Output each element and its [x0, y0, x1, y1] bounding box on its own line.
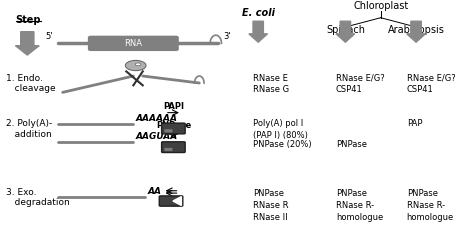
FancyArrow shape	[407, 21, 425, 42]
Text: AA: AA	[147, 187, 162, 196]
FancyBboxPatch shape	[89, 36, 178, 50]
Text: 5': 5'	[46, 32, 53, 41]
Text: 2. Poly(A)-
   addition: 2. Poly(A)- addition	[6, 119, 52, 139]
Text: E. coli: E. coli	[242, 8, 275, 18]
FancyBboxPatch shape	[164, 148, 173, 151]
Text: PAPI: PAPI	[163, 102, 184, 111]
Text: PNPase: PNPase	[336, 140, 367, 149]
Text: 3. Exo.
   degradation: 3. Exo. degradation	[6, 188, 70, 207]
Text: Arabidopsis: Arabidopsis	[388, 25, 445, 35]
Text: PNPase (20%): PNPase (20%)	[254, 140, 312, 149]
Circle shape	[135, 63, 141, 66]
Text: Step: Step	[16, 15, 41, 25]
Text: PNPase
RNase R-
homologue: PNPase RNase R- homologue	[407, 189, 454, 222]
Circle shape	[125, 60, 146, 71]
Text: PNPase
RNase R
RNase II: PNPase RNase R RNase II	[254, 189, 289, 222]
FancyBboxPatch shape	[162, 142, 185, 152]
FancyArrow shape	[336, 21, 355, 42]
Text: Poly(A) pol I
(PAP I) (80%): Poly(A) pol I (PAP I) (80%)	[254, 119, 309, 140]
Text: RNA: RNA	[124, 39, 142, 48]
FancyArrow shape	[16, 32, 39, 55]
Text: PAP: PAP	[407, 119, 422, 128]
Text: AAAAAA: AAAAAA	[136, 114, 178, 123]
Text: AAGUAA: AAGUAA	[136, 132, 178, 141]
Text: RNase E/G?
CSP41: RNase E/G? CSP41	[336, 74, 385, 94]
FancyBboxPatch shape	[164, 129, 173, 132]
Text: PNPase
RNase R-
homologue: PNPase RNase R- homologue	[336, 189, 383, 222]
FancyArrow shape	[249, 21, 267, 42]
Text: PNPase: PNPase	[156, 121, 191, 130]
Text: Spinach: Spinach	[326, 25, 365, 35]
Text: RNase E/G?
CSP41: RNase E/G? CSP41	[407, 74, 456, 94]
Text: Chloroplast: Chloroplast	[353, 1, 408, 11]
Text: 1. Endo.
   cleavage: 1. Endo. cleavage	[6, 74, 56, 93]
Text: 3': 3'	[223, 32, 230, 41]
FancyBboxPatch shape	[159, 196, 183, 206]
Text: RNase E
RNase G: RNase E RNase G	[254, 74, 290, 94]
Polygon shape	[173, 197, 182, 206]
FancyBboxPatch shape	[162, 123, 185, 134]
